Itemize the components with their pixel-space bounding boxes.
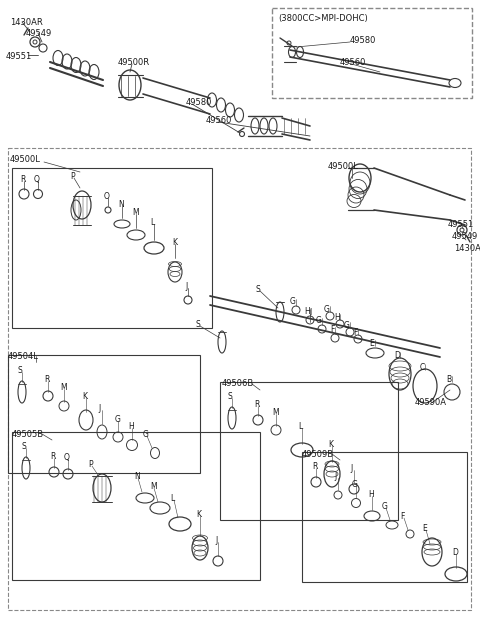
Text: Q: Q [34,175,40,184]
Text: S: S [22,442,27,451]
Text: 49549: 49549 [452,232,478,241]
Text: H: H [334,313,340,322]
Text: J: J [215,536,217,545]
Text: G: G [143,430,149,439]
Text: 49560: 49560 [206,116,232,125]
Text: S: S [18,366,23,375]
Text: S: S [255,285,260,294]
Bar [272,8,472,98]
Text: K: K [82,392,87,401]
Text: P: P [70,172,74,181]
Text: 1430AR: 1430AR [10,18,43,27]
Text: L: L [170,494,174,503]
Text: G: G [344,321,350,330]
Text: E: E [370,339,374,348]
Text: B: B [446,375,452,384]
Text: R: R [312,462,317,471]
Text: (3800CC>MPI-DOHC): (3800CC>MPI-DOHC) [278,14,368,23]
Bar [8,355,200,473]
Text: G: G [324,305,330,314]
Text: 49504L: 49504L [8,352,39,361]
Text: S: S [195,320,200,329]
Text: R: R [44,375,49,384]
Text: R: R [254,400,259,409]
Text: 49549: 49549 [26,29,52,38]
Text: Q: Q [64,453,70,462]
Text: 49551: 49551 [448,220,474,229]
Text: G: G [115,415,121,424]
Text: O: O [104,192,110,201]
Text: M: M [132,208,139,217]
Text: D: D [394,351,400,360]
Text: H: H [128,422,134,431]
Text: K: K [196,510,201,519]
Text: L: L [150,218,154,227]
Text: I: I [309,308,311,317]
Text: J: J [185,282,187,291]
Text: 49580: 49580 [186,98,212,107]
Bar [302,452,467,582]
Text: J: J [350,464,352,473]
Text: K: K [172,238,177,247]
Text: J: J [334,472,336,481]
Text: 49509B: 49509B [302,450,334,459]
Text: 1430AR: 1430AR [454,244,480,253]
Text: M: M [150,482,156,491]
Text: M: M [272,408,278,417]
Text: 49505B: 49505B [12,430,44,439]
Bar [12,432,260,580]
Bar [220,382,398,520]
Text: G: G [382,502,388,511]
Text: F: F [400,512,404,521]
Text: H: H [368,490,374,499]
Text: C: C [420,363,425,372]
Text: J: J [98,404,100,413]
Text: 49500R: 49500R [118,58,150,67]
Text: G: G [316,316,322,325]
Text: G: G [290,297,296,306]
Bar [8,148,471,610]
Text: 49506B: 49506B [222,379,254,388]
Text: 49500L: 49500L [10,155,41,164]
Text: K: K [328,440,333,449]
Bar [12,168,212,328]
Text: N: N [118,200,124,209]
Text: L: L [298,422,302,431]
Text: 49560: 49560 [340,58,366,67]
Text: F: F [353,328,357,337]
Text: R: R [20,175,25,184]
Text: M: M [60,383,67,392]
Text: 49580: 49580 [350,36,376,45]
Text: P: P [88,460,93,469]
Text: H: H [304,307,310,316]
Text: E: E [422,524,427,533]
Text: S: S [228,392,233,401]
Text: N: N [134,472,140,481]
Text: 49590A: 49590A [415,398,447,407]
Text: F: F [330,325,334,334]
Text: D: D [452,548,458,557]
Text: G: G [352,480,358,489]
Text: 49551: 49551 [6,52,32,61]
Text: R: R [50,452,55,461]
Text: 49500L: 49500L [328,162,359,171]
